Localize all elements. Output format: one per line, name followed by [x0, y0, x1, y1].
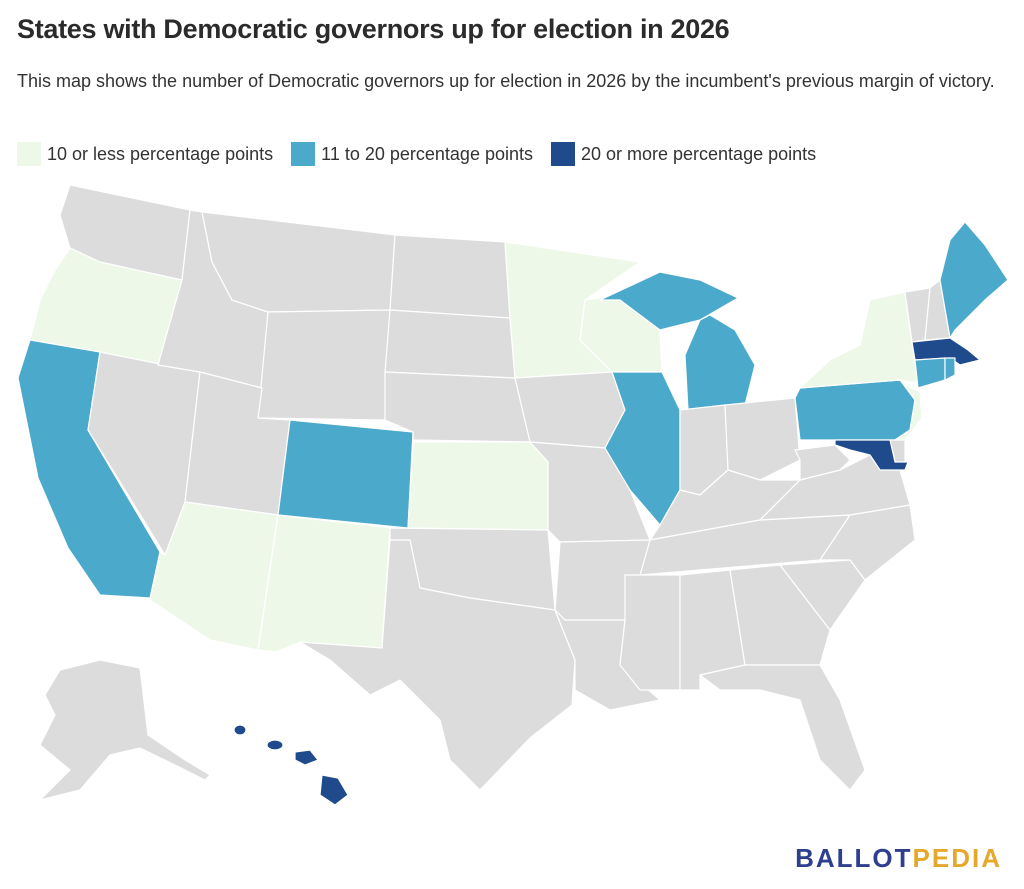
state-kansas[interactable] [407, 441, 549, 531]
state-florida[interactable] [699, 664, 866, 791]
state-alaska[interactable] [39, 659, 211, 801]
state-virginia[interactable] [759, 454, 911, 521]
map-subtitle: This map shows the number of Democratic … [17, 71, 995, 91]
state-maine[interactable] [939, 221, 1009, 339]
state-pennsylvania[interactable] [794, 379, 916, 441]
legend-swatch-low [17, 142, 41, 166]
legend: 10 or less percentage points 11 to 20 pe… [17, 142, 834, 166]
state-hawaii-oahu[interactable] [266, 739, 284, 751]
state-colorado[interactable] [277, 419, 414, 529]
state-hawaii-kauai[interactable] [233, 724, 247, 736]
state-iowa[interactable] [514, 371, 626, 449]
state-hawaii-big-island[interactable] [319, 774, 349, 806]
us-map [17, 184, 1009, 806]
state-texas[interactable] [299, 539, 576, 791]
legend-swatch-mid [291, 142, 316, 166]
brand-logo: BALLOTPEDIA [795, 843, 1002, 874]
legend-item-high: 20 or more percentage points [550, 142, 817, 166]
brand-logo-part1: BALLOT [795, 843, 913, 873]
state-montana[interactable] [201, 211, 396, 313]
state-michigan-lower[interactable] [684, 314, 756, 411]
state-new-mexico[interactable] [257, 514, 391, 653]
legend-item-low: 10 or less percentage points [17, 142, 273, 166]
state-mississippi[interactable] [619, 574, 681, 691]
map-title: States with Democratic governors up for … [17, 14, 730, 44]
state-michigan[interactable] [599, 271, 739, 331]
legend-label-low: 10 or less percentage points [47, 143, 274, 164]
state-connecticut[interactable] [914, 357, 946, 389]
state-rhode-island[interactable] [944, 357, 956, 381]
state-georgia[interactable] [729, 564, 831, 666]
state-hawaii-maui[interactable] [294, 749, 319, 766]
state-south-dakota[interactable] [384, 309, 516, 379]
state-wyoming[interactable] [257, 309, 391, 421]
legend-item-mid: 11 to 20 percentage points [291, 142, 533, 166]
state-maryland[interactable] [834, 439, 909, 471]
state-ohio[interactable] [724, 397, 801, 481]
brand-logo-part2: PEDIA [912, 843, 1002, 873]
state-north-dakota[interactable] [389, 234, 511, 319]
legend-label-high: 20 or more percentage points [580, 143, 817, 164]
legend-label-mid: 11 to 20 percentage points [321, 143, 533, 164]
legend-swatch-high [550, 142, 575, 166]
